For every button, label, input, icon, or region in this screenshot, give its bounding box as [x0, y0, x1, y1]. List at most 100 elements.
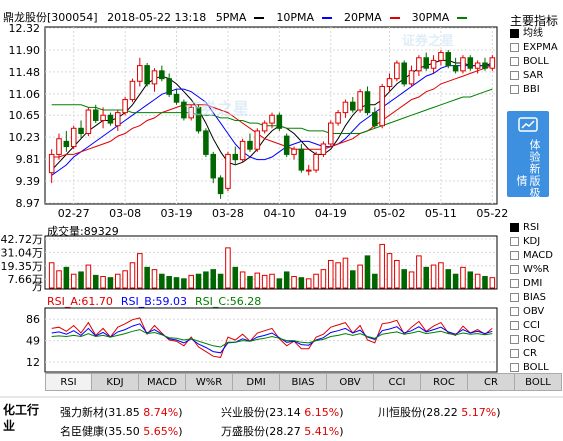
sub-indicator-boll[interactable]: BOLL: [510, 361, 553, 375]
ma-line-20pma: [51, 65, 493, 158]
candle: [379, 83, 385, 129]
indicator-label: BOLL: [523, 56, 549, 67]
indicator-label: MACD: [523, 250, 553, 261]
industry-stock-item[interactable]: 川恒股份(28.22 5.17%): [378, 404, 501, 420]
rsi-tick-label: 86: [26, 313, 40, 326]
checkbox[interactable]: [510, 70, 519, 80]
volume-bar: [100, 276, 106, 289]
volume-bar: [239, 271, 246, 289]
volume-tick-label: 42.72万: [1, 233, 44, 246]
tab-bias[interactable]: BIAS: [280, 373, 327, 391]
volume-bar: [416, 255, 422, 289]
indicator-label: W%R: [523, 264, 550, 275]
checkbox[interactable]: [510, 250, 519, 260]
sub-indicator-cci[interactable]: CCI: [510, 319, 553, 333]
tab-dmi[interactable]: DMI: [233, 373, 280, 391]
candle: [144, 63, 150, 87]
volume-unit-label: 万: [32, 280, 43, 293]
checkbox[interactable]: [510, 334, 519, 344]
industry-stock-item[interactable]: 万盛股份(28.27 5.41%): [221, 423, 344, 439]
stock-change: 6.15%: [304, 406, 340, 419]
tab-kdj[interactable]: KDJ: [92, 373, 139, 391]
checkbox[interactable]: [510, 348, 519, 358]
sub-indicator-bias[interactable]: BIAS: [510, 291, 553, 305]
checkbox[interactable]: [510, 42, 519, 52]
checkbox[interactable]: [510, 278, 519, 288]
ma-legend-label: 10PMA: [276, 11, 315, 24]
indicator-label: CR: [523, 348, 537, 359]
new-version-promo-button[interactable]: 体验新版极速行情: [507, 111, 549, 223]
volume-bar: [401, 269, 407, 289]
checkbox[interactable]: [510, 84, 519, 94]
tab-rsi[interactable]: RSI: [45, 373, 92, 391]
rsi-legend-item: RSI_C:56.28: [195, 295, 262, 308]
volume-bar: [342, 257, 349, 289]
candle: [269, 112, 275, 129]
tab-cci[interactable]: CCI: [374, 373, 421, 391]
rsi-lines: [51, 317, 493, 358]
industry-stock-item[interactable]: 兴业股份(23.14 6.15%): [221, 404, 344, 420]
volume-bar: [386, 253, 393, 289]
volume-bar: [107, 277, 114, 289]
ma-legend-label: 20PMA: [344, 11, 382, 24]
price-tick-label: 12.32: [9, 22, 41, 35]
main-indicator-boll[interactable]: BOLL: [510, 55, 558, 69]
stock-change: 5.65%: [143, 425, 179, 438]
candle-body: [364, 91, 371, 114]
sub-indicator-cr[interactable]: CR: [510, 347, 553, 361]
main-indicator-sar[interactable]: SAR: [510, 69, 558, 83]
checkbox[interactable]: [510, 28, 519, 38]
sub-indicator-kdj[interactable]: KDJ: [510, 235, 553, 249]
checkbox[interactable]: [510, 56, 519, 66]
sub-indicator-rsi[interactable]: RSI: [510, 221, 553, 235]
volume-bar: [203, 271, 209, 289]
checkbox[interactable]: [510, 264, 519, 274]
checkbox[interactable]: [510, 292, 519, 302]
rsi-legend-item: RSI_B:59.03: [120, 295, 188, 308]
candle: [430, 55, 437, 74]
candle: [482, 57, 488, 71]
indicator-label: EXPMA: [523, 42, 558, 53]
candle-body: [137, 65, 143, 82]
sub-indicator-wr[interactable]: W%R: [510, 263, 553, 277]
sub-indicator-macd[interactable]: MACD: [510, 249, 553, 263]
volume-bar: [92, 274, 99, 289]
tab-obv[interactable]: OBV: [327, 373, 374, 391]
rsi-line-rsi_a: [51, 317, 493, 358]
volume-title: 成交量:89329: [47, 225, 119, 238]
indicator-tabs: RSI KDJ MACD W%R DMI BIAS OBV CCI ROC CR BOLL: [45, 373, 562, 391]
tab-macd[interactable]: MACD: [139, 373, 186, 391]
tab-roc[interactable]: ROC: [421, 373, 468, 391]
candle-body: [335, 112, 341, 124]
indicator-label: SAR: [523, 70, 544, 81]
candle: [408, 65, 415, 87]
industry-stock-item[interactable]: 名臣健康(35.50 5.65%): [60, 423, 183, 439]
sub-indicator-obv[interactable]: OBV: [510, 305, 553, 319]
sub-indicator-roc[interactable]: ROC: [510, 333, 553, 347]
candle-body: [327, 122, 334, 145]
checkbox[interactable]: [510, 236, 519, 246]
volume-bar: [144, 266, 150, 289]
tab-boll[interactable]: BOLL: [515, 373, 562, 391]
industry-stock-item[interactable]: 强力新材(31.85 8.74%): [60, 404, 183, 420]
tab-wr[interactable]: W%R: [186, 373, 233, 391]
candle-body: [56, 138, 62, 155]
main-indicator-expma[interactable]: EXPMA: [510, 41, 558, 55]
stock-name: 强力新材: [60, 406, 104, 419]
candle: [386, 73, 393, 92]
volume-bar: [166, 276, 172, 289]
main-indicator-bbi[interactable]: BBI: [510, 83, 558, 97]
checkbox[interactable]: [510, 306, 519, 316]
tab-cr[interactable]: CR: [468, 373, 515, 391]
promo-text: 体验新版极速行情: [515, 139, 541, 223]
main-indicator-[interactable]: 均线: [510, 27, 558, 41]
volume-tick-label: 19.35万: [1, 260, 44, 273]
checkbox[interactable]: [510, 320, 519, 330]
candle: [261, 120, 268, 134]
checkbox[interactable]: [510, 222, 519, 232]
volume-bar: [63, 266, 70, 289]
volume-bar: [173, 277, 180, 289]
candle: [181, 99, 187, 121]
sub-indicator-dmi[interactable]: DMI: [510, 277, 553, 291]
checkbox[interactable]: [510, 362, 519, 372]
